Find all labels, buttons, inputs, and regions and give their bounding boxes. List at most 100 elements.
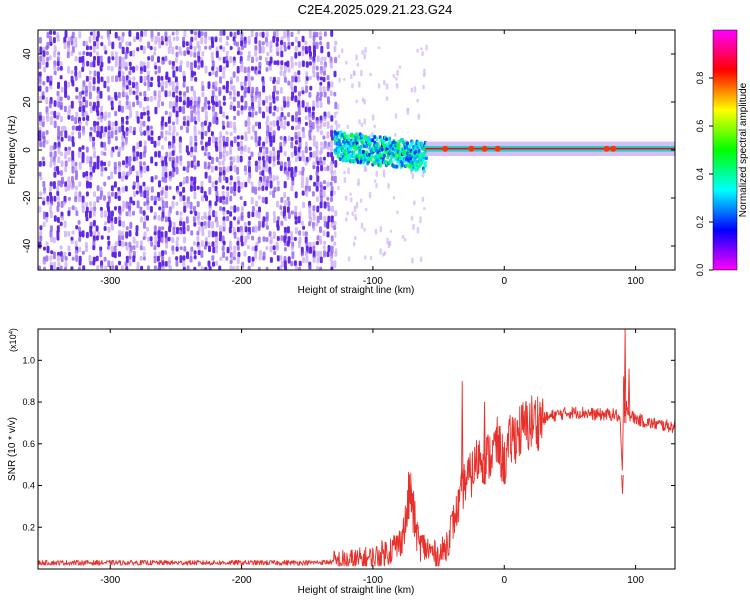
heatmap-cell-noise xyxy=(250,181,254,186)
heatmap-cell-noise xyxy=(207,140,211,146)
heatmap-cell-noise xyxy=(45,97,49,105)
heatmap-cell-noise xyxy=(182,260,186,268)
heatmap-cell-noise xyxy=(53,110,57,119)
heatmap-cell-noise xyxy=(189,210,193,215)
heatmap-cell-noise xyxy=(229,121,233,129)
heatmap-cell-noise xyxy=(150,55,154,62)
colorbar-tick-label: 0.2 xyxy=(695,216,705,229)
heatmap-cell-noise xyxy=(59,75,63,80)
heatmap-cell-noise xyxy=(38,265,41,270)
heatmap-cell-noise xyxy=(49,80,53,87)
heatmap-cell-noise xyxy=(59,221,63,227)
heatmap-cell-noise xyxy=(70,51,74,56)
heatmap-cell-noise xyxy=(66,51,70,59)
heatmap-cell-noise xyxy=(194,142,198,147)
heatmap-cell-noise xyxy=(182,226,186,235)
heatmap-cell-noise xyxy=(57,125,61,133)
heatmap-cell-noise xyxy=(248,111,252,118)
heatmap-cell-noise xyxy=(185,41,189,47)
heatmap-cell-noise xyxy=(172,226,176,231)
heatmap-cell-noise xyxy=(258,46,262,54)
heatmap-cell-noise xyxy=(183,205,187,213)
heatmap-cell-sparse xyxy=(396,69,399,76)
heatmap-cell-onset xyxy=(380,147,384,152)
heatmap-cell-noise xyxy=(42,50,46,58)
heatmap-cell-noise xyxy=(92,235,96,242)
heatmap-cell-noise xyxy=(103,226,107,231)
heatmap-cell-noise xyxy=(287,112,291,118)
heatmap-cell-noise xyxy=(316,215,320,224)
heatmap-cell-noise xyxy=(268,231,272,237)
heatmap-cell-noise xyxy=(85,245,88,253)
heatmap-cell-noise xyxy=(182,180,186,185)
heatmap-cell-noise xyxy=(165,200,169,209)
heatmap-cell-noise xyxy=(100,166,104,172)
heatmap-cell-noise xyxy=(218,265,222,270)
heatmap-cell-noise xyxy=(114,95,118,101)
heatmap-cell-noise xyxy=(93,41,97,47)
heatmap-cell-noise xyxy=(171,46,175,55)
heatmap-cell-noise xyxy=(272,231,276,239)
heatmap-cell-noise xyxy=(272,35,276,43)
heatmap-cell-noise xyxy=(129,196,133,204)
heatmap-cell-noise xyxy=(92,165,96,173)
heatmap-cell-noise xyxy=(201,215,204,221)
heatmap-cell-noise xyxy=(132,200,136,206)
heatmap-cell-noise xyxy=(146,215,149,221)
heatmap-cell-noise xyxy=(305,50,309,55)
heatmap-cell-noise xyxy=(113,181,117,188)
heatmap-cell-sparse xyxy=(354,235,357,241)
heatmap-cell-noise xyxy=(261,196,265,204)
heatmap-cell-noise xyxy=(124,51,128,60)
heatmap-cell-noise xyxy=(320,45,324,54)
heatmap-cell-noise xyxy=(247,66,251,74)
heatmap-cell-noise xyxy=(247,255,251,263)
heatmap-cell-noise xyxy=(330,136,334,141)
heatmap-cell-noise xyxy=(165,185,169,191)
heatmap-cell-noise xyxy=(147,80,151,88)
heatmap-cell-noise xyxy=(258,40,262,48)
heatmap-cell-sparse xyxy=(347,167,350,175)
heatmap-cell-noise xyxy=(226,215,230,222)
heatmap-cell-noise xyxy=(89,161,93,168)
heatmap-cell-noise xyxy=(305,255,309,263)
heatmap-cell-noise xyxy=(60,86,64,93)
heatmap-cell-noise xyxy=(248,106,252,111)
heatmap-cell-noise xyxy=(161,166,165,172)
heatmap-cell-noise xyxy=(333,260,337,268)
heatmap-cell-noise xyxy=(71,136,75,143)
heatmap-cell-noise xyxy=(43,211,46,220)
heatmap-cell-noise xyxy=(111,251,115,258)
heatmap-cell-noise xyxy=(222,135,226,142)
heatmap-cell-noise xyxy=(330,260,334,268)
heatmap-cell-noise xyxy=(125,130,129,137)
heatmap-cell-noise xyxy=(179,181,183,187)
heatmap-cell-noise xyxy=(142,46,146,54)
heatmap-cell-noise xyxy=(229,265,233,270)
heatmap-cell-noise xyxy=(262,180,266,187)
heatmap-cell-noise xyxy=(85,45,89,51)
heatmap-cell-noise xyxy=(82,116,86,121)
heatmap-cell-noise xyxy=(114,120,118,127)
heatmap-cell-noise xyxy=(247,220,251,226)
heatmap-cell-noise xyxy=(192,241,196,246)
heatmap-cell-noise xyxy=(168,60,172,65)
heatmap-cell-sparse xyxy=(419,256,423,262)
heatmap-cell-noise xyxy=(283,235,287,244)
heatmap-cell-noise xyxy=(85,176,89,182)
heatmap-cell-noise xyxy=(114,110,118,117)
heatmap-cell-noise xyxy=(301,60,305,67)
heatmap-cell-noise xyxy=(304,141,308,147)
heatmap-cell-noise xyxy=(149,206,153,213)
heatmap-cell-noise xyxy=(222,216,226,222)
heatmap-cell-noise xyxy=(229,131,233,137)
heatmap-cell-noise xyxy=(146,205,150,211)
heatmap-cell-noise xyxy=(283,260,287,268)
heatmap-cell-noise xyxy=(49,255,53,261)
heatmap-cell-noise xyxy=(140,112,144,120)
heatmap-cell-noise xyxy=(89,175,93,181)
heatmap-cell-noise xyxy=(212,246,216,254)
heatmap-cell-noise xyxy=(211,221,214,229)
heatmap-cell-noise xyxy=(157,191,160,198)
heatmap-cell-noise xyxy=(57,146,61,155)
